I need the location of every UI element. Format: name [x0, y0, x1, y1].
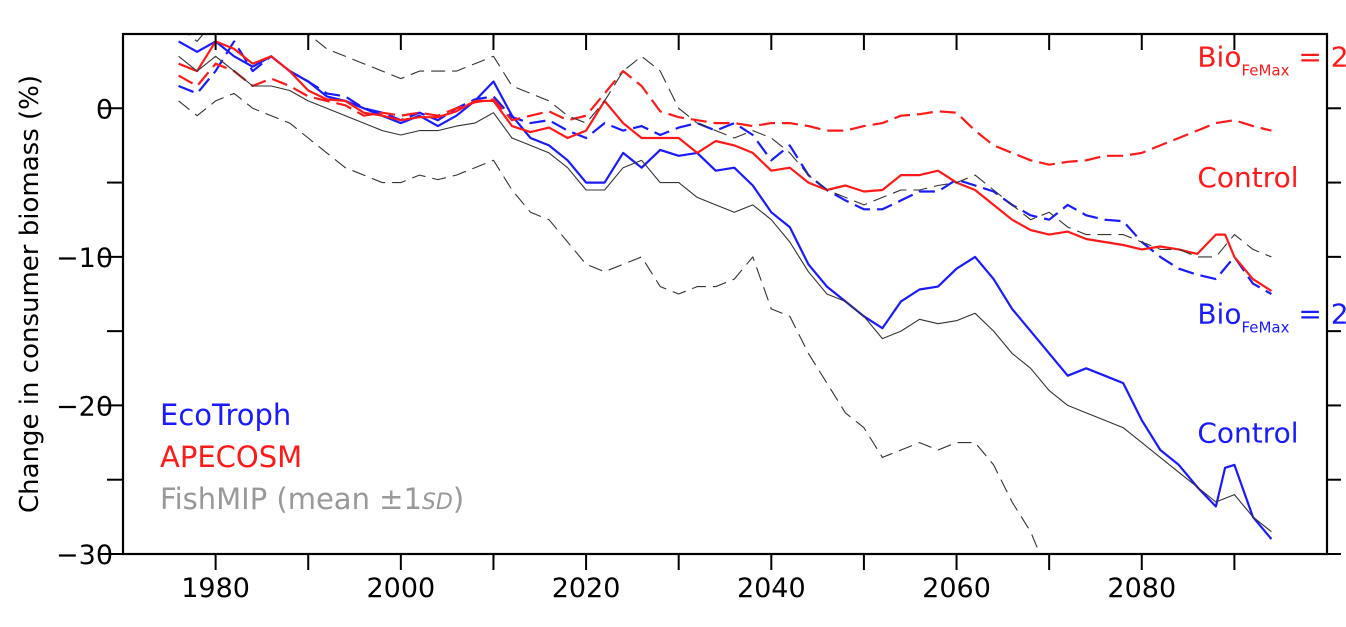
- y-tick-label: −30: [56, 540, 113, 571]
- y-axis-title: Change in consumer biomass (%): [15, 75, 45, 513]
- series-ecotroph-biofemax-20: [178, 40, 1272, 295]
- x-tick-label: 2020: [552, 573, 621, 604]
- annotation-bio-femax: BioFeMax = 20: [1197, 298, 1346, 337]
- series-apecosm-control: [178, 40, 1272, 292]
- axis-layer: 1980 2000 2020 2040 2060 2080 0 −10 −20 −30: [56, 34, 1341, 604]
- legend-ecotroph: EcoTroph: [160, 398, 291, 432]
- annotation-control: Control: [1197, 417, 1298, 450]
- legend-apecosm: APECOSM: [160, 440, 302, 474]
- series-apecosm-biofemax-20: [178, 62, 1272, 166]
- series-layer: [178, 34, 1273, 554]
- annotation-bio-femax: BioFeMax = 20: [1197, 41, 1346, 80]
- series-ecotroph-control: [178, 40, 1273, 540]
- x-tick-label: 1980: [181, 573, 250, 604]
- legend: EcoTroph APECOSM FishMIP (mean ±1SD): [160, 398, 464, 516]
- legend-fishmip: FishMIP (mean ±1SD): [160, 482, 464, 516]
- y-tick-label: 0: [96, 94, 113, 125]
- series-fishmip-mean-1sd: [178, 92, 1041, 554]
- legend-fishmip-close: ): [453, 482, 464, 516]
- legend-fishmip-label: FishMIP (mean ±1: [160, 482, 422, 516]
- x-tick-label: 2080: [1107, 573, 1176, 604]
- y-tick-label: −10: [56, 243, 113, 274]
- plot-frame: [121, 32, 1329, 556]
- annotation-layer: BioFeMax = 20 Control BioFeMax = 20 Control: [1197, 41, 1346, 450]
- y-tick-label: −20: [56, 391, 113, 422]
- series-fishmip-mean-1sd: [186, 34, 1272, 258]
- series-fishmip-mean: [178, 55, 1272, 533]
- x-tick-label: 2060: [922, 573, 991, 604]
- legend-fishmip-sd: SD: [422, 490, 453, 515]
- x-tick-label: 2000: [366, 573, 435, 604]
- x-tick-label: 2040: [737, 573, 806, 604]
- annotation-control: Control: [1197, 161, 1298, 194]
